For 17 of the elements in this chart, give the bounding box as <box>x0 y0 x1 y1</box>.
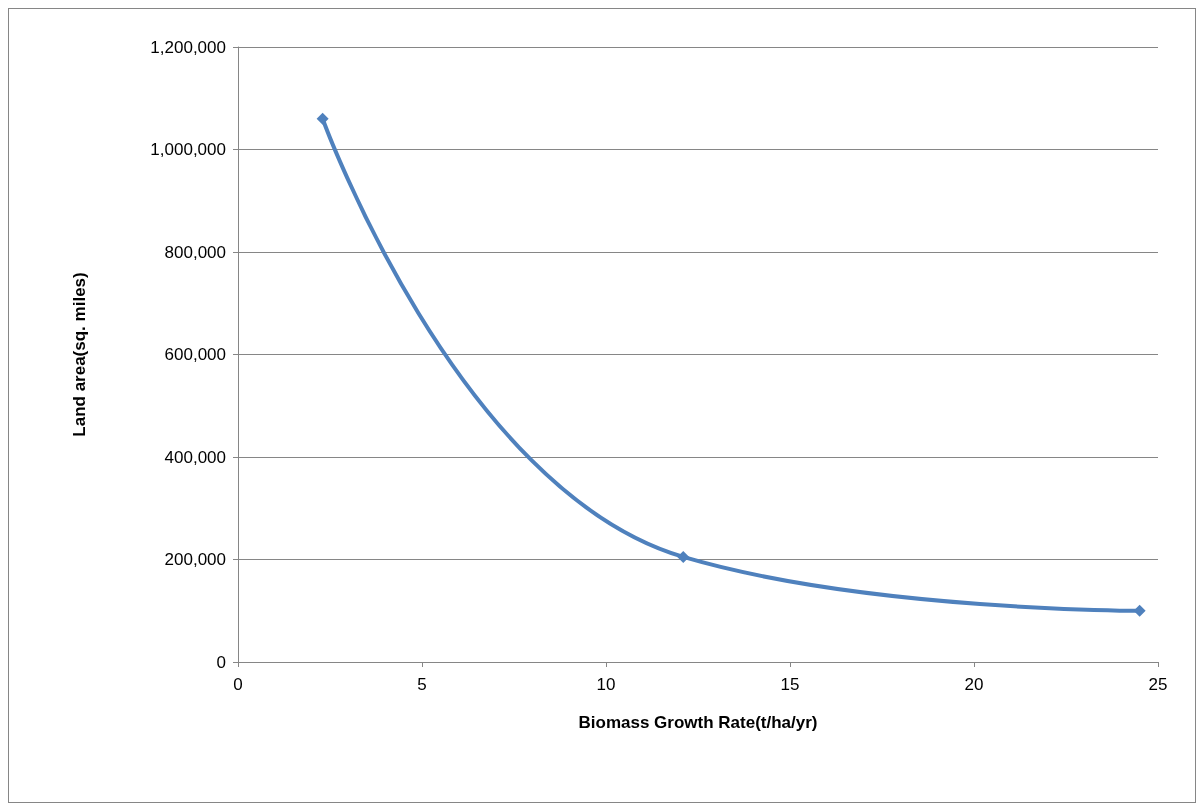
y-tick-label: 800,000 <box>164 242 226 262</box>
y-tick-label: 400,000 <box>164 447 226 467</box>
point <box>316 112 329 125</box>
x-tick-label: 0 <box>233 675 243 694</box>
y-tick-label: 600,000 <box>164 345 226 364</box>
x-axis-title: Biomass Growth Rate(t/ha/yr) <box>578 713 818 732</box>
y-tick-label: 1,200,000 <box>150 37 226 57</box>
y-tick-label: 0 <box>216 652 226 672</box>
y-tick-label: 1,000,000 <box>150 140 226 159</box>
y-axis-title: Land area(sq. miles) <box>70 272 89 437</box>
y-tick-label: 200,000 <box>164 550 226 569</box>
x-tick-label: 15 <box>780 675 800 694</box>
x-tick-label: 5 <box>417 675 427 694</box>
x-tick-label: 25 <box>1148 675 1168 694</box>
x-tick-label: 20 <box>964 675 984 694</box>
point <box>677 550 690 563</box>
x-tick-label: 10 <box>596 675 616 694</box>
